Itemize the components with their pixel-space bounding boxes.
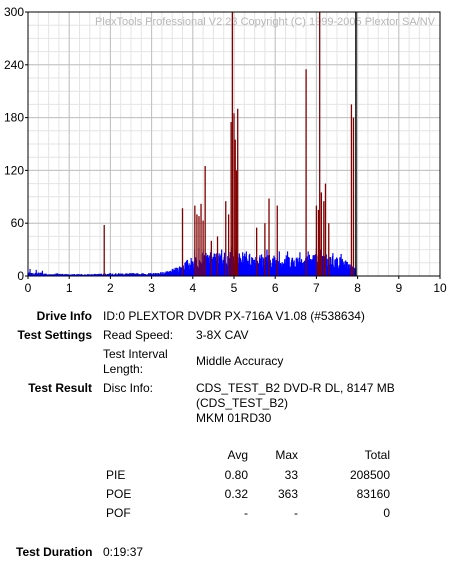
test-settings-label: Test Settings (17, 328, 92, 342)
x-tick-label: 7 (313, 281, 320, 295)
pof-avg: - (244, 506, 248, 520)
pof-max: - (294, 506, 298, 520)
x-tick-label: 9 (395, 281, 402, 295)
pie-series (27, 246, 357, 276)
avg-header: Avg (227, 448, 248, 462)
x-tick-label: 4 (189, 281, 196, 295)
test-interval-label-line1: Test Interval (103, 347, 168, 361)
drive-info-label: Drive Info (36, 309, 92, 323)
read-speed-label: Read Speed: (103, 328, 174, 342)
poe-total: 83160 (356, 487, 390, 501)
error-rate-chart: PlexTools Professional V2.23 Copyright (… (4, 5, 447, 295)
x-tick-label: 8 (354, 281, 361, 295)
x-tick-label: 5 (231, 281, 238, 295)
total-header: Total (364, 448, 390, 462)
disc-info-line1: CDS_TEST_B2 DVD-R DL, 8147 MB (196, 381, 395, 395)
test-interval-label-line2: Length: (103, 362, 144, 376)
test-interval-value: Middle Accuracy (196, 354, 284, 368)
disc-info-label: Disc Info: (103, 381, 154, 395)
x-tick-label: 0 (25, 281, 32, 295)
pof-row-label: POF (106, 506, 131, 520)
x-tick-label: 1 (66, 281, 73, 295)
y-tick-label: 240 (4, 58, 24, 72)
pie-row-label: PIE (106, 468, 126, 482)
poe-avg: 0.32 (224, 487, 248, 501)
pie-total: 208500 (349, 468, 390, 482)
y-tick-label: 60 (11, 216, 25, 230)
pie-max: 33 (284, 468, 298, 482)
disc-info-line3: MKM 01RD30 (196, 411, 272, 425)
poe-row-label: POE (106, 487, 132, 501)
chart-watermark: PlexTools Professional V2.23 Copyright (… (95, 16, 436, 28)
y-tick-label: 0 (17, 269, 24, 283)
disc-info-line2: (CDS_TEST_B2) (196, 396, 289, 410)
x-axis-ticks: 0 1 2 3 4 5 6 7 8 9 10 (25, 276, 447, 295)
x-tick-label: 3 (148, 281, 155, 295)
x-tick-label: 6 (272, 281, 279, 295)
y-tick-label: 300 (4, 5, 24, 19)
pof-total: 0 (383, 506, 390, 520)
x-tick-label: 2 (107, 281, 114, 295)
pie-avg: 0.80 (224, 468, 248, 482)
test-duration-label: Test Duration (16, 545, 93, 559)
drive-info-value: ID:0 PLEXTOR DVDR PX-716A V1.08 (#538634… (103, 309, 365, 323)
test-result-label: Test Result (28, 381, 92, 395)
y-tick-label: 120 (4, 163, 24, 177)
x-tick-label: 10 (433, 281, 447, 295)
poe-max: 363 (277, 487, 298, 501)
read-speed-value: 3-8X CAV (196, 328, 249, 342)
y-axis-ticks: 0 60 120 180 240 300 (4, 5, 28, 283)
poe-series (103, 12, 355, 276)
test-duration-value: 0:19:37 (103, 545, 144, 559)
y-tick-label: 180 (4, 111, 24, 125)
max-header: Max (275, 448, 298, 462)
